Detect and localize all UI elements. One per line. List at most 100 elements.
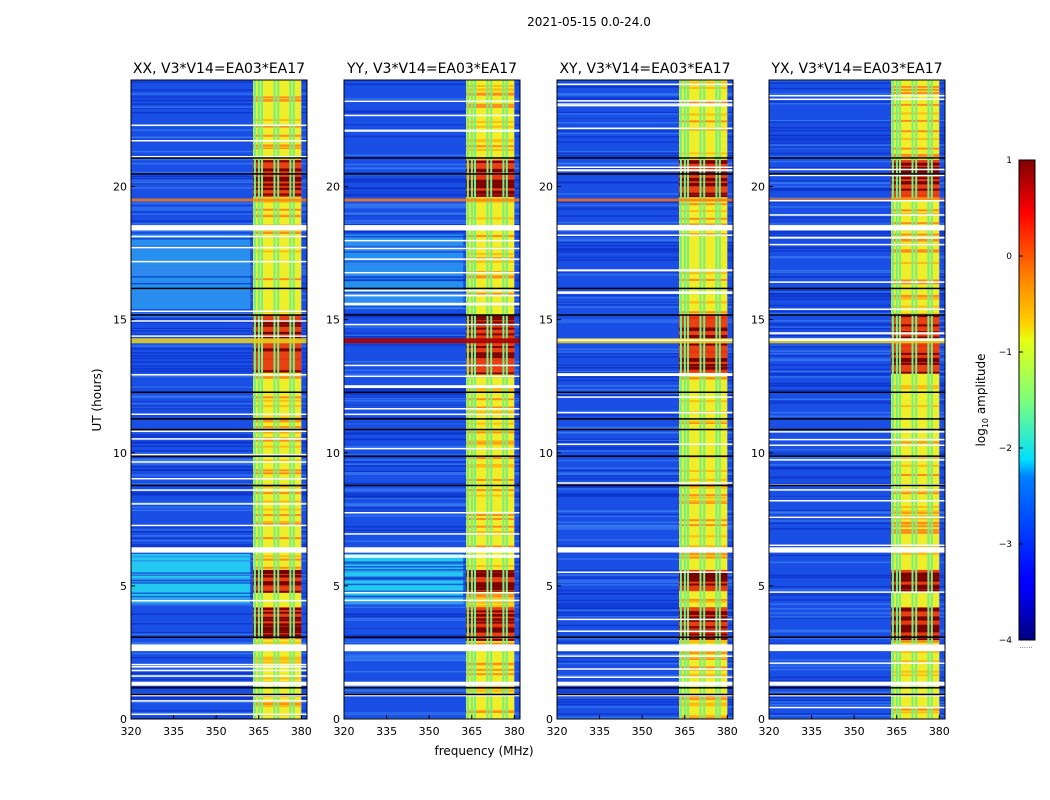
noise-row [769,411,945,414]
noise-row [557,249,733,251]
noise-row [557,713,733,715]
noise-row [344,602,520,605]
noise-row [131,401,307,403]
x-tick-label: 335 [801,725,822,738]
noise-row [131,466,307,468]
noise-row [769,517,945,520]
noise-row [131,604,307,606]
noise-row [557,376,733,378]
noise-row [131,463,307,465]
dropout-line [131,484,307,487]
noise-row [557,273,733,276]
flagged-line [344,511,520,514]
flagged-line [769,591,945,593]
noise-row [557,656,733,659]
noise-row [557,488,733,490]
noise-row [557,493,733,495]
noise-row [344,83,520,86]
channel-column [474,80,477,719]
noise-row [769,512,945,514]
noise-row [131,631,307,634]
noise-row [769,181,945,183]
noise-row [131,175,307,178]
noise-row [344,260,520,262]
x-tick-label: 335 [163,725,184,738]
noise-row [344,344,520,346]
flagged-line [769,444,945,447]
noise-row [131,179,307,182]
y-tick-label: 5 [546,580,553,593]
noise-row [557,410,733,413]
noise-row [557,271,733,273]
noise-row [769,663,945,666]
flagged-line [557,443,733,446]
noise-row [344,438,520,440]
noise-row [557,98,733,100]
noise-row [344,496,520,499]
noise-row [344,293,520,295]
noise-row [769,704,945,706]
noise-row [131,81,307,84]
noise-row [344,181,520,183]
noise-row [557,352,733,355]
flagged-line [131,713,307,716]
noise-row [344,717,520,719]
noise-row [557,539,733,541]
noise-row [131,345,307,347]
noise-row [769,350,945,352]
noise-row [769,166,945,169]
dropout-line [557,636,733,638]
noise-row [769,187,945,190]
noise-row [344,497,520,500]
flagged-line [557,374,733,377]
noise-row [769,617,945,619]
noise-row [344,503,520,505]
noise-row [769,188,945,191]
noise-row [131,560,307,562]
channel-column [466,80,469,719]
y-tick-label: 15 [326,314,340,327]
flagged-line [557,373,733,375]
noise-row [769,376,945,378]
flagged-line [344,386,520,389]
noise-row [769,206,945,208]
flagged-line [557,292,733,294]
dropout-line [769,455,945,457]
noise-row [769,102,945,105]
noise-row [769,269,945,272]
flagged-gap [557,644,733,652]
y-tick-label: 10 [326,447,340,460]
noise-row [769,246,945,249]
flagged-line [344,302,520,305]
dropout-line [557,173,733,175]
x-tick-label: 320 [121,725,142,738]
noise-row [344,690,520,692]
noise-row [344,212,520,214]
noise-row [557,614,733,617]
flagged-line [131,260,307,263]
figure-suptitle: 2021-05-15 0.0-24.0 [527,15,651,29]
noise-row [131,509,307,512]
noise-row [557,569,733,572]
noise-row [769,700,945,703]
noise-row [344,687,520,690]
flagged-line [769,281,945,283]
flagged-gap [131,681,307,686]
noise-row [131,652,307,655]
flagged-line [344,554,520,557]
noise-row [131,321,307,324]
noise-row [769,82,945,84]
flagged-line [769,168,945,171]
flagged-line [557,127,733,130]
noise-row [769,334,945,337]
noise-row [769,368,945,371]
panel-frame [130,79,308,720]
noise-row [769,464,945,466]
noise-row [344,204,520,207]
noise-row [131,329,307,332]
dropout-line [769,391,945,394]
panel-frame [556,79,734,720]
noise-row [557,379,733,382]
noise-row [344,369,520,372]
noise-row [769,468,945,470]
